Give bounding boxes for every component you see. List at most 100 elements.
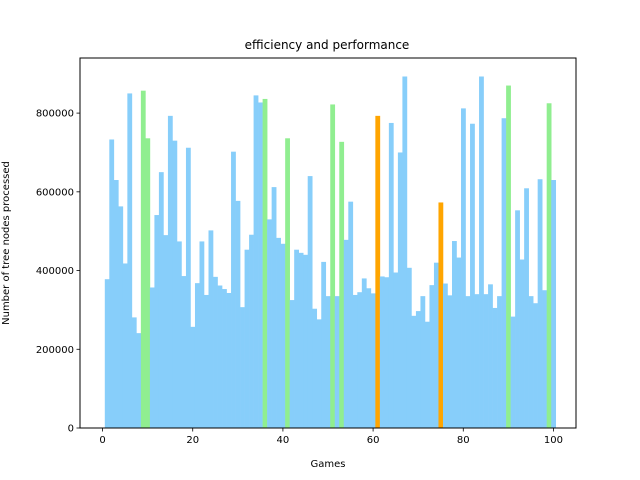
plot-frame bbox=[79, 57, 577, 429]
bar-game-38 bbox=[271, 187, 277, 428]
y-tick-label: 800000 bbox=[36, 109, 74, 120]
bar-game-72 bbox=[424, 321, 430, 428]
bar-game-58 bbox=[361, 278, 367, 428]
bar-game-99 bbox=[546, 103, 552, 429]
bar-game-65 bbox=[393, 272, 399, 428]
x-axis-label: Games bbox=[311, 459, 346, 470]
y-tick-label: 400000 bbox=[36, 266, 74, 277]
y-tick-label: 200000 bbox=[36, 345, 74, 356]
bar-game-75 bbox=[438, 202, 444, 428]
bar-game-7 bbox=[131, 317, 137, 428]
bar-game-86 bbox=[488, 284, 493, 428]
bar-game-49 bbox=[321, 261, 327, 428]
bar-game-84 bbox=[479, 76, 484, 428]
bars-group bbox=[104, 76, 557, 429]
bar-game-30 bbox=[235, 200, 241, 428]
bar-game-27 bbox=[222, 289, 227, 428]
bar-game-20 bbox=[190, 326, 196, 428]
bar-game-25 bbox=[213, 276, 218, 428]
bar-game-8 bbox=[136, 333, 142, 428]
bar-game-17 bbox=[176, 241, 182, 428]
x-tick-label: 20 bbox=[186, 435, 199, 446]
bar-game-59 bbox=[366, 288, 372, 428]
x-tick-label: 80 bbox=[457, 435, 470, 446]
bar-game-14 bbox=[163, 235, 169, 428]
x-tick-label: 100 bbox=[544, 435, 563, 446]
bar-game-36 bbox=[262, 98, 268, 428]
x-tick-label: 0 bbox=[99, 435, 105, 446]
bar-game-95 bbox=[528, 296, 534, 428]
bar-game-60 bbox=[370, 293, 376, 428]
bar-game-55 bbox=[348, 201, 354, 428]
bar-game-23 bbox=[204, 294, 209, 428]
bar-game-76 bbox=[442, 283, 448, 428]
bar-game-33 bbox=[249, 234, 254, 428]
bar-game-29 bbox=[231, 151, 236, 428]
bar-game-78 bbox=[452, 241, 457, 428]
bar-game-62 bbox=[379, 276, 385, 428]
bar-game-39 bbox=[276, 237, 281, 428]
bar-game-100 bbox=[551, 180, 557, 428]
bar-game-16 bbox=[172, 140, 178, 428]
bar-game-91 bbox=[510, 316, 516, 428]
bar-game-28 bbox=[226, 292, 232, 428]
bar-game-53 bbox=[339, 141, 345, 428]
bar-game-10 bbox=[145, 138, 151, 429]
bar-game-97 bbox=[537, 179, 543, 428]
bar-game-66 bbox=[397, 152, 403, 428]
bar-game-26 bbox=[217, 285, 223, 428]
bar-game-40 bbox=[280, 243, 286, 428]
bar-game-77 bbox=[447, 295, 453, 428]
bar-game-82 bbox=[470, 123, 475, 428]
bar-game-46 bbox=[307, 176, 313, 428]
y-axis-ticks: 0 200000 400000 600000 800000 bbox=[36, 109, 80, 435]
bar-game-41 bbox=[285, 138, 290, 429]
bar-game-2 bbox=[109, 139, 115, 429]
bar-game-45 bbox=[303, 254, 309, 428]
bar-game-90 bbox=[506, 85, 511, 429]
bar-game-50 bbox=[325, 296, 331, 428]
bar-game-31 bbox=[240, 307, 245, 428]
bar-game-96 bbox=[533, 303, 538, 428]
bar-game-19 bbox=[185, 147, 191, 429]
bar-game-74 bbox=[433, 262, 439, 428]
bar-game-64 bbox=[388, 122, 394, 428]
bar-game-67 bbox=[402, 76, 408, 428]
bar-game-35 bbox=[258, 102, 263, 428]
bar-game-70 bbox=[415, 311, 421, 428]
bar-game-15 bbox=[167, 115, 173, 429]
bar-game-11 bbox=[149, 287, 155, 428]
y-axis-label: Number of tree nodes processed bbox=[1, 161, 12, 325]
bar-game-24 bbox=[208, 230, 214, 428]
bar-game-18 bbox=[181, 276, 187, 428]
bar-game-52 bbox=[334, 296, 340, 428]
bar-game-43 bbox=[294, 249, 299, 428]
bar-game-32 bbox=[244, 249, 250, 428]
bar-game-6 bbox=[127, 93, 133, 429]
bar-game-34 bbox=[253, 95, 259, 428]
bar-game-80 bbox=[461, 108, 466, 428]
chart-title: efficiency and performance bbox=[245, 38, 410, 52]
bar-game-3 bbox=[113, 180, 119, 428]
bar-game-71 bbox=[420, 296, 426, 428]
bar-game-93 bbox=[519, 259, 525, 428]
bar-game-51 bbox=[330, 104, 336, 428]
bar-game-92 bbox=[515, 210, 520, 428]
bar-game-54 bbox=[343, 239, 349, 428]
bar-game-83 bbox=[474, 294, 480, 428]
bar-game-5 bbox=[122, 263, 128, 428]
bar-game-56 bbox=[352, 294, 358, 428]
x-tick-label: 60 bbox=[367, 435, 380, 446]
bar-game-37 bbox=[267, 219, 272, 428]
bar-game-73 bbox=[429, 285, 435, 428]
bar-game-81 bbox=[465, 296, 471, 428]
y-tick-label: 0 bbox=[68, 424, 74, 435]
bar-game-48 bbox=[316, 319, 322, 428]
bar-game-88 bbox=[497, 296, 502, 428]
bar-game-12 bbox=[154, 215, 160, 428]
bar-game-98 bbox=[542, 290, 547, 428]
bar-game-22 bbox=[199, 241, 205, 428]
bar-game-61 bbox=[375, 115, 381, 429]
bar-game-85 bbox=[483, 294, 489, 428]
